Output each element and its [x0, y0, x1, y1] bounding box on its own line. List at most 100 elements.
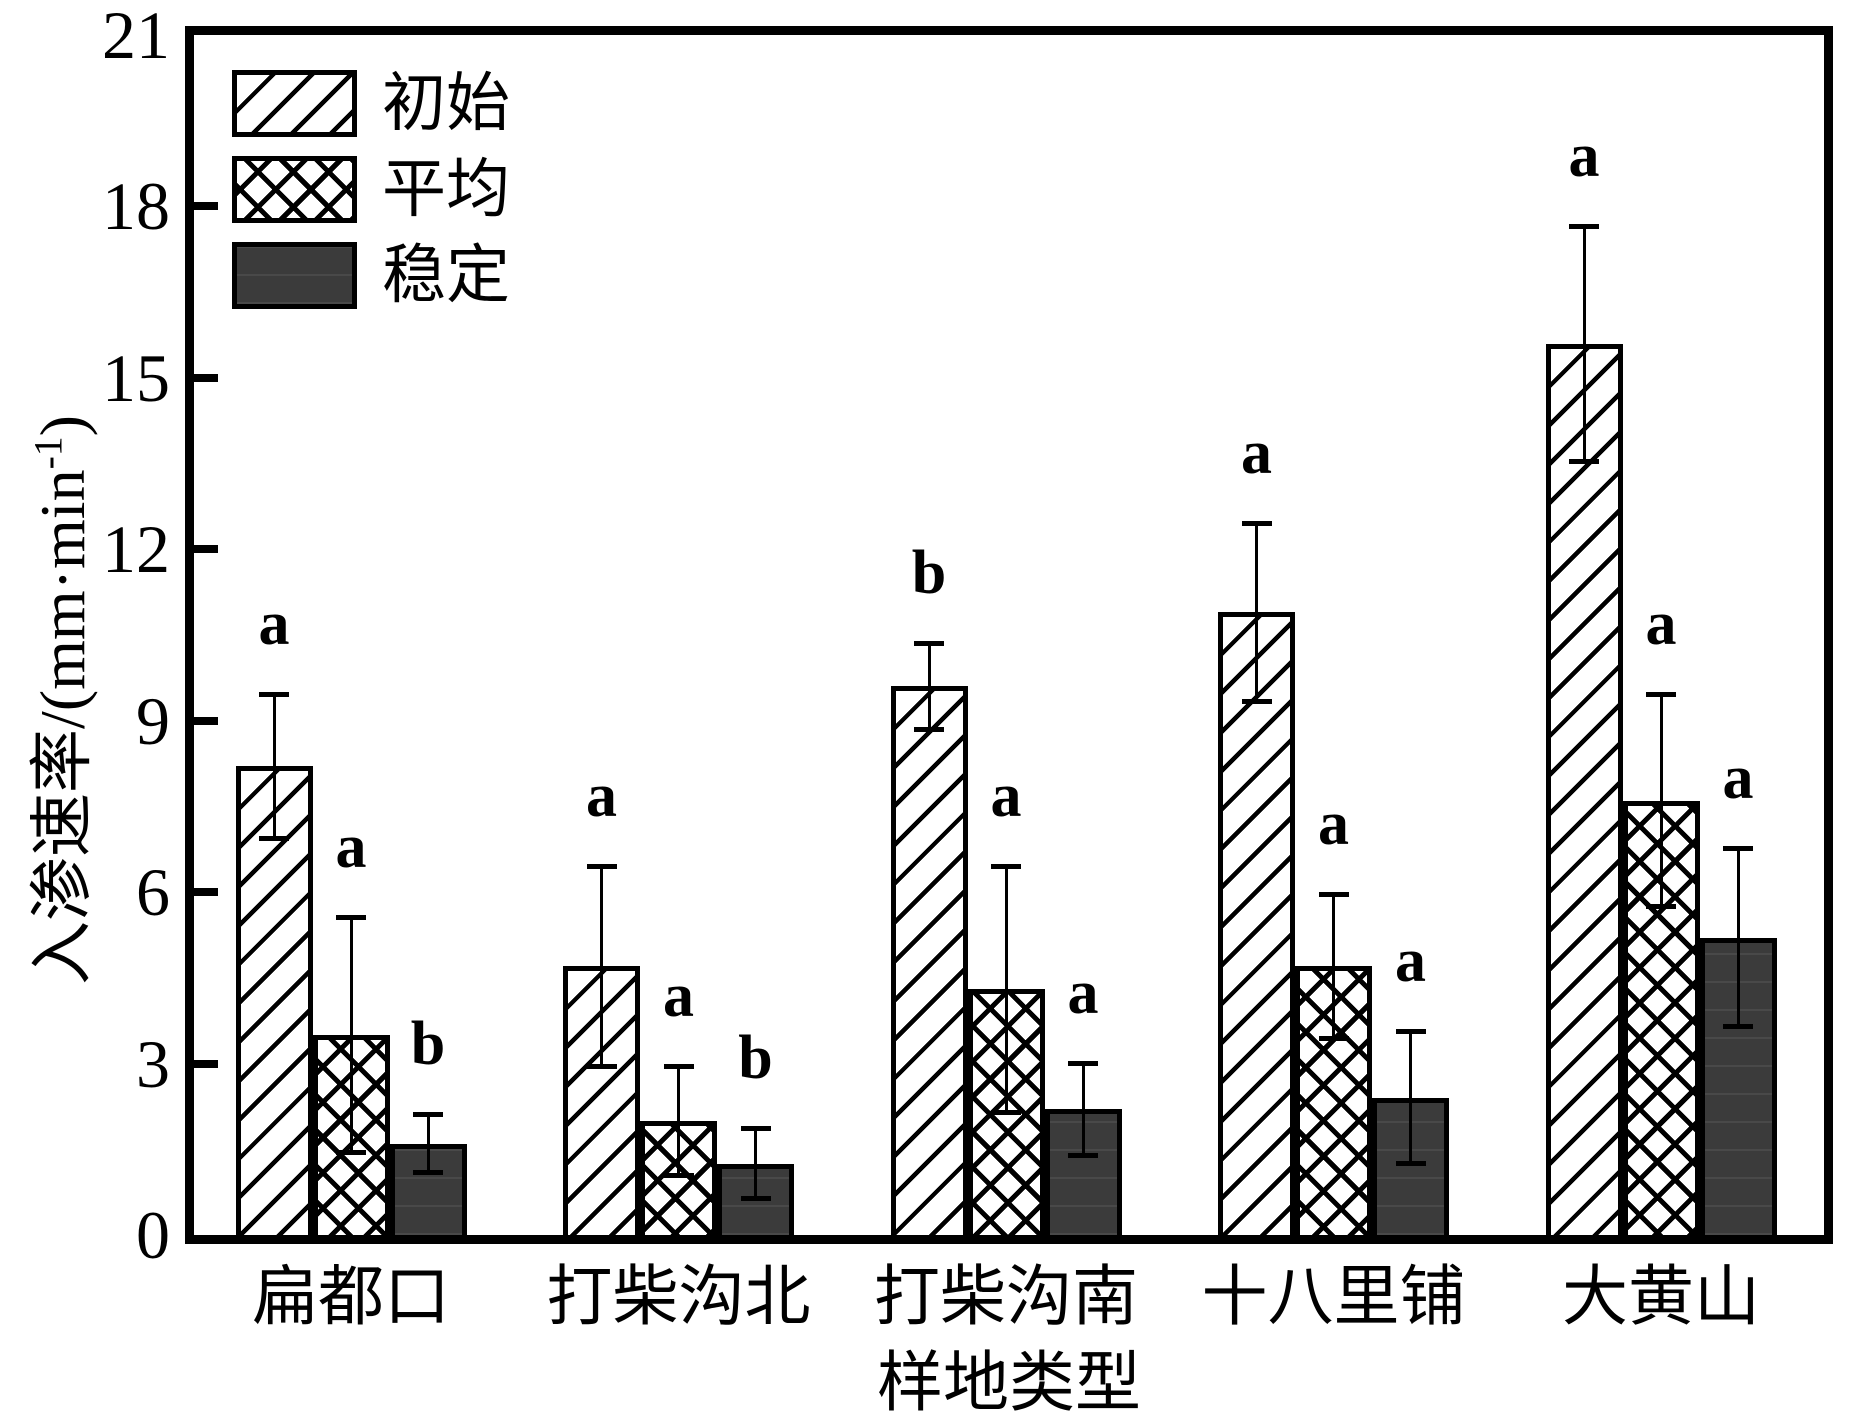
error-bar-initial-group2 [586, 863, 617, 1070]
y-tick-label: 18 [102, 168, 170, 245]
error-bar-cap-bottom [1241, 698, 1272, 704]
error-bar-cap-bottom [991, 1109, 1021, 1115]
bar-average-group5 [1622, 800, 1700, 1235]
y-axis-tick [194, 1059, 218, 1068]
legend-swatch-average [232, 156, 357, 223]
sig-label-average-group5: a [1645, 590, 1677, 659]
error-bar-line [1332, 892, 1335, 1041]
error-bar-cap-top [586, 863, 617, 869]
y-tick-label: 0 [136, 1197, 170, 1273]
y-axis-title-base: 入渗速率/(mm·min [27, 469, 98, 985]
sig-label-initial-group5: a [1568, 121, 1600, 190]
error-bar-line [1255, 520, 1258, 704]
bar-average-group4 [1295, 966, 1372, 1235]
error-bar-initial-group3 [914, 640, 944, 733]
legend-swatch-initial [232, 70, 357, 137]
error-bar-cap-top [991, 863, 1021, 869]
error-bar-cap-top [663, 1063, 694, 1069]
y-tick-label: 21 [102, 0, 170, 73]
y-axis-tick [194, 545, 218, 554]
error-bar-stable-group5 [1723, 846, 1753, 1030]
error-bar-cap-bottom [740, 1195, 771, 1201]
error-bar-line [677, 1063, 680, 1178]
sig-label-stable-group2: b [738, 1024, 773, 1093]
y-axis-title: 入渗速率/(mm·min-1) [11, 415, 103, 985]
y-tick-label: 15 [102, 339, 170, 416]
error-bar-initial-group1 [259, 692, 289, 841]
error-bar-cap-bottom [914, 727, 944, 733]
y-axis-tick [194, 888, 218, 897]
error-bar-cap-bottom [336, 1150, 366, 1155]
error-bar-cap-bottom [1395, 1161, 1426, 1167]
error-bar-line [1736, 846, 1740, 1030]
error-bar-cap-bottom [663, 1172, 694, 1178]
y-axis-tick [194, 373, 218, 382]
bar-initial-group3 [890, 686, 968, 1235]
error-bar-cap-top [336, 915, 366, 920]
error-bar-initial-group5 [1569, 223, 1599, 464]
error-bar-cap-top [1241, 520, 1272, 526]
error-bar-cap-top [1646, 692, 1676, 698]
error-bar-cap-bottom [1723, 1024, 1753, 1030]
legend-label-stable: 稳定 [382, 240, 510, 311]
y-axis-tick [194, 716, 218, 725]
error-bar-stable-group2 [740, 1126, 771, 1201]
sig-label-average-group4: a [1318, 790, 1349, 859]
y-axis-tick [194, 202, 218, 211]
error-bar-line [754, 1126, 757, 1201]
sig-label-average-group2: a [663, 961, 694, 1030]
x-category-label: 十八里铺 [1201, 1261, 1466, 1334]
error-bar-average-group4 [1318, 892, 1349, 1041]
sig-label-average-group3: a [990, 761, 1022, 830]
error-bar-cap-bottom [259, 835, 289, 841]
sig-label-stable-group1: b [410, 1010, 446, 1079]
sig-label-average-group1: a [335, 813, 367, 881]
error-bar-cap-top [1569, 223, 1599, 229]
error-bar-cap-bottom [1646, 904, 1676, 910]
x-category-label: 大黄山 [1562, 1261, 1760, 1334]
x-category-label: 扁都口 [252, 1261, 450, 1334]
legend-swatch-stable [232, 242, 357, 309]
sig-label-stable-group5: a [1722, 744, 1754, 813]
error-bar-stable-group1 [413, 1112, 443, 1175]
legend-label-initial: 初始 [382, 68, 510, 139]
x-category-label: 打柴沟北 [546, 1261, 811, 1334]
error-bar-cap-top [914, 640, 944, 646]
bar-initial-group4 [1218, 612, 1295, 1235]
legend-label-average: 平均 [382, 154, 510, 225]
error-bar-average-group5 [1646, 692, 1676, 910]
error-bar-cap-top [413, 1112, 443, 1118]
sig-label-initial-group3: b [911, 538, 947, 607]
y-axis-title-superscript: -1 [26, 436, 71, 470]
error-bar-cap-top [1068, 1060, 1098, 1066]
error-bar-average-group1 [336, 915, 366, 1155]
y-tick-label: 9 [136, 682, 170, 759]
x-category-label: 打柴沟南 [874, 1261, 1138, 1334]
error-bar-line [1081, 1060, 1085, 1158]
y-axis-title-close: ) [27, 415, 98, 437]
sig-label-stable-group3: a [1067, 958, 1099, 1027]
error-bar-cap-bottom [1068, 1152, 1098, 1158]
sig-label-stable-group4: a [1395, 927, 1426, 996]
error-bar-average-group2 [663, 1063, 694, 1178]
error-bar-line [1409, 1029, 1412, 1167]
error-bar-line [1582, 223, 1586, 464]
error-bar-line [349, 915, 353, 1155]
error-bar-initial-group4 [1241, 520, 1272, 704]
error-bar-line [927, 640, 931, 733]
error-bar-cap-bottom [1569, 458, 1599, 464]
x-axis-title: 样地类型 [877, 1347, 1141, 1420]
bar-initial-group1 [235, 766, 313, 1235]
sig-label-initial-group2: a [586, 761, 617, 830]
error-bar-stable-group3 [1068, 1060, 1098, 1158]
error-bar-cap-top [1395, 1029, 1426, 1035]
error-bar-line [426, 1112, 430, 1175]
y-tick-label: 3 [136, 1025, 170, 1102]
y-tick-label: 6 [136, 854, 170, 931]
error-bar-cap-top [1723, 846, 1753, 852]
sig-label-initial-group4: a [1241, 418, 1272, 487]
error-bar-line [600, 863, 603, 1070]
error-bar-line [272, 692, 276, 841]
error-bar-cap-bottom [1318, 1035, 1349, 1041]
